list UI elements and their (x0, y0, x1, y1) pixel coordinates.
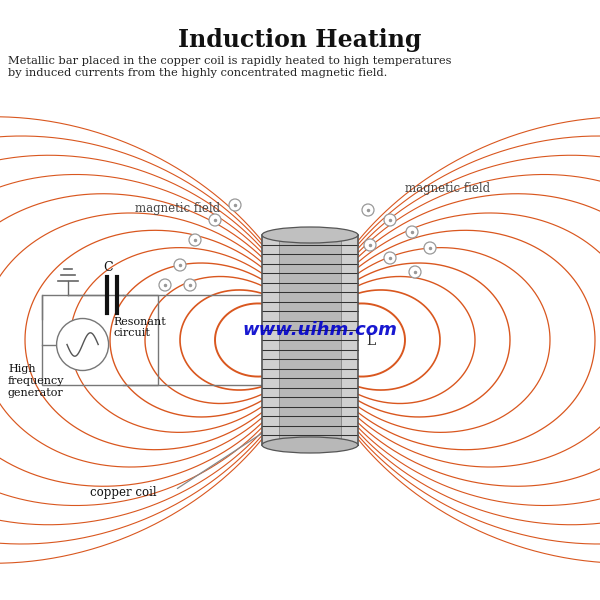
Text: magnetic field: magnetic field (135, 202, 220, 215)
Circle shape (189, 234, 201, 246)
Text: www.uihm.com: www.uihm.com (242, 321, 397, 339)
Circle shape (184, 279, 196, 291)
Text: Induction Heating: Induction Heating (178, 28, 422, 52)
Circle shape (384, 252, 396, 264)
Circle shape (229, 199, 241, 211)
Bar (42, 295, 158, 385)
Circle shape (384, 214, 396, 226)
Text: C: C (104, 261, 113, 274)
Ellipse shape (262, 437, 358, 453)
Bar (262, 235, 358, 445)
Circle shape (56, 319, 109, 370)
Bar (262, 235, 358, 445)
Circle shape (209, 214, 221, 226)
Text: Resonant
circuit: Resonant circuit (113, 317, 166, 338)
Circle shape (174, 259, 186, 271)
Circle shape (424, 242, 436, 254)
Ellipse shape (262, 227, 358, 243)
Circle shape (159, 279, 171, 291)
Circle shape (364, 239, 376, 251)
Text: magnetic field: magnetic field (405, 182, 490, 195)
Text: L: L (366, 334, 375, 348)
Circle shape (409, 266, 421, 278)
Bar (279, 239, 341, 441)
Circle shape (362, 204, 374, 216)
Text: copper coil: copper coil (90, 486, 157, 499)
Text: Metallic bar placed in the copper coil is rapidly heated to high temperatures
by: Metallic bar placed in the copper coil i… (8, 56, 452, 77)
Text: High
frequency
generator: High frequency generator (8, 364, 65, 398)
Circle shape (406, 226, 418, 238)
